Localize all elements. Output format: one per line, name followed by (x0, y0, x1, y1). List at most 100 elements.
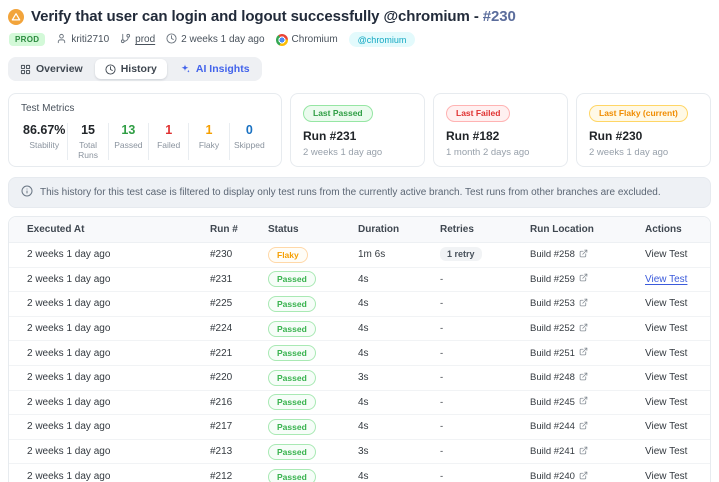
environment-badge: PROD (9, 33, 46, 46)
status-badge: Passed (268, 443, 316, 460)
build-link[interactable]: Build #259 (530, 273, 645, 285)
tab-history[interactable]: History (94, 59, 167, 79)
retries-badge: 1 retry (440, 247, 482, 262)
run-number-cell: #224 (210, 323, 233, 335)
view-test-link[interactable]: View Test (645, 298, 688, 310)
external-link-icon (579, 372, 588, 384)
duration-cell: 3s (358, 446, 369, 458)
actions-cell: View Test (645, 298, 692, 309)
executed-at-cell: 2 weeks 1 day ago (27, 273, 111, 285)
table-row: 2 weeks 1 day ago #213 Passed 3s - Build… (9, 440, 710, 465)
external-link-icon (579, 249, 588, 261)
build-link[interactable]: Build #244 (530, 421, 645, 433)
build-label: Build #252 (530, 323, 575, 335)
retries-badge: - (440, 347, 444, 359)
view-test-link[interactable]: View Test (645, 471, 688, 482)
metrics-card-title: Test Metrics (21, 103, 75, 114)
metric-stat: 1 Flaky (189, 123, 230, 160)
test-meta-row: PROD kriti2710 prod 2 weeks 1 day ago Ch… (9, 32, 711, 47)
info-banner-text: This history for this test case is filte… (40, 187, 661, 198)
last-run-summary-card: Last Passed Run #231 2 weeks 1 day ago (290, 93, 425, 167)
run-number-cell: #212 (210, 471, 233, 482)
tag-chip[interactable]: @chromium (348, 32, 416, 47)
retries-cell: - (440, 348, 530, 359)
build-link[interactable]: Build #251 (530, 347, 645, 359)
status-badge: Passed (268, 369, 316, 386)
view-test-link[interactable]: View Test (645, 249, 688, 261)
status-cell: Passed (268, 468, 358, 482)
executed-at-cell: 2 weeks 1 day ago (27, 471, 111, 482)
view-test-link[interactable]: View Test (645, 323, 688, 335)
metric-stat: 86.67% Stability (21, 123, 69, 160)
status-cell: Passed (268, 271, 358, 288)
test-history-table: Executed At Run # Status Duration Retrie… (8, 216, 711, 482)
build-link[interactable]: Build #241 (530, 446, 645, 458)
status-cell: Passed (268, 369, 358, 386)
retries-badge: - (440, 298, 444, 310)
metric-stat: 1 Failed (149, 123, 190, 160)
status-pill: Last Failed (446, 104, 511, 122)
run-location-cell: Build #252 (530, 323, 645, 335)
duration-cell: 4s (358, 298, 369, 310)
metric-label: Skipped (233, 140, 265, 150)
build-label: Build #258 (530, 249, 575, 261)
test-metrics-card: Test Metrics 86.67% Stability 15 Total R… (8, 93, 282, 167)
run-location-cell: Build #259 (530, 273, 645, 285)
retries-badge: - (440, 273, 444, 285)
branch-link[interactable]: prod (135, 34, 156, 45)
retries-cell: - (440, 323, 530, 334)
build-link[interactable]: Build #240 (530, 471, 645, 482)
tab-overview[interactable]: Overview (10, 59, 93, 79)
status-pill: Last Flaky (current) (589, 104, 688, 122)
build-label: Build #244 (530, 421, 575, 433)
build-link[interactable]: Build #245 (530, 396, 645, 408)
status-badge: Passed (268, 468, 316, 482)
build-link[interactable]: Build #248 (530, 372, 645, 384)
run-number-cell: #231 (210, 273, 233, 285)
metric-value: 86.67% (23, 123, 66, 137)
column-header-actions: Actions (645, 224, 682, 235)
summary-run-number: Run #182 (446, 128, 500, 143)
build-link[interactable]: Build #253 (530, 298, 645, 310)
executed-at-cell: 2 weeks 1 day ago (27, 372, 111, 384)
actions-cell: View Test (645, 372, 692, 383)
view-test-link[interactable]: View Test (645, 446, 688, 458)
column-header-duration: Duration (358, 224, 400, 235)
last-run-summary-card: Last Failed Run #182 1 month 2 days ago (433, 93, 568, 167)
retries-cell: - (440, 471, 530, 482)
view-test-link[interactable]: View Test (645, 347, 688, 359)
executed-at-cell: 2 weeks 1 day ago (27, 421, 111, 433)
view-test-link[interactable]: View Test (645, 421, 688, 433)
actions-cell: View Test (645, 348, 692, 359)
metrics-cards-row: Test Metrics 86.67% Stability 15 Total R… (8, 93, 711, 167)
build-link[interactable]: Build #258 (530, 249, 645, 261)
metric-label: Flaky (198, 140, 220, 150)
view-test-link[interactable]: View Test (645, 273, 688, 285)
run-location-cell: Build #245 (530, 396, 645, 408)
build-label: Build #245 (530, 396, 575, 408)
build-link[interactable]: Build #252 (530, 323, 645, 335)
flaky-warning-icon (8, 8, 24, 25)
actions-cell: View Test (645, 446, 692, 457)
status-cell: Passed (268, 295, 358, 312)
metric-label: Passed (114, 140, 143, 150)
column-header-retries: Retries (440, 224, 474, 235)
executed-at-cell: 2 weeks 1 day ago (27, 446, 111, 458)
metric-value: 13 (121, 123, 136, 137)
external-link-icon (579, 396, 588, 408)
run-location-cell: Build #248 (530, 372, 645, 384)
executed-at-cell: 2 weeks 1 day ago (27, 249, 111, 261)
table-row: 2 weeks 1 day ago #231 Passed 4s - Build… (9, 268, 710, 293)
external-link-icon (579, 298, 588, 310)
view-test-link[interactable]: View Test (645, 372, 688, 384)
status-badge: Flaky (268, 246, 308, 263)
metric-label: Total Runs (78, 140, 98, 160)
status-cell: Passed (268, 443, 358, 460)
run-location-cell: Build #258 (530, 249, 645, 261)
view-test-link[interactable]: View Test (645, 396, 688, 408)
run-number-cell: #213 (210, 446, 233, 458)
table-row: 2 weeks 1 day ago #220 Passed 3s - Build… (9, 366, 710, 391)
tab-ai-insights[interactable]: AI Insights (169, 59, 260, 79)
retries-badge: - (440, 421, 444, 433)
